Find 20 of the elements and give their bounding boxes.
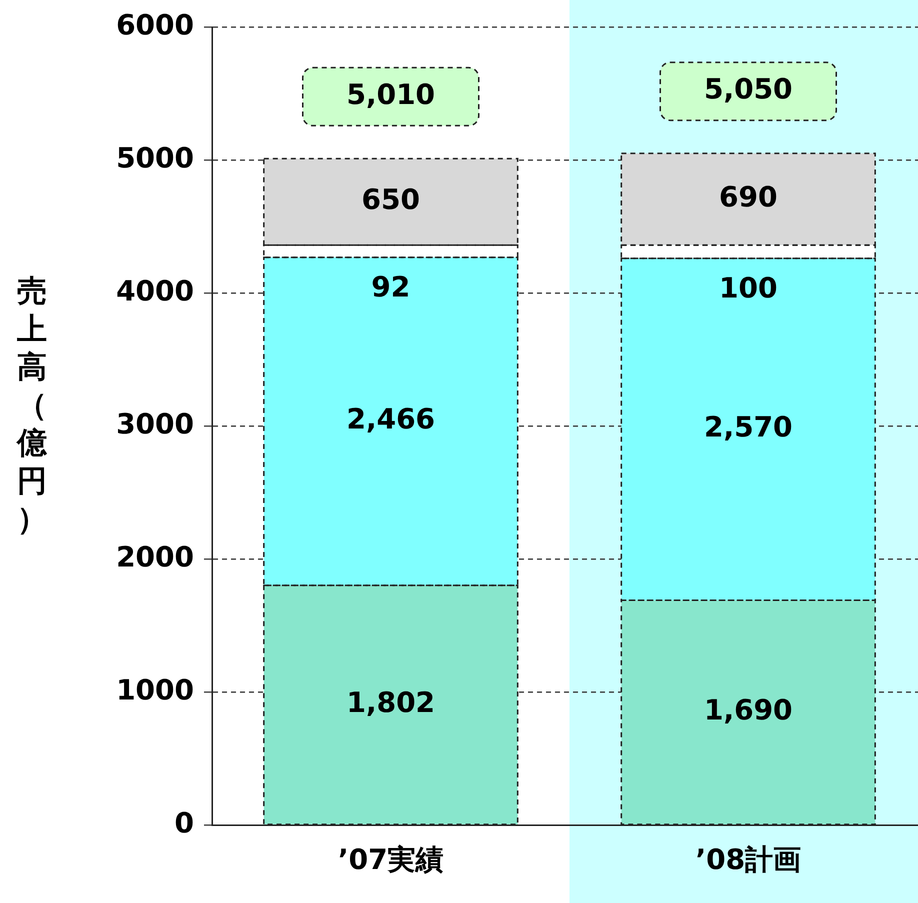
y-tick-label: 3000 — [116, 407, 194, 440]
total-label: 5,010 — [346, 78, 436, 111]
y-tick-label: 5000 — [116, 141, 194, 174]
y-tick-label: 4000 — [116, 274, 194, 308]
data-label: 2,570 — [704, 410, 793, 444]
data-label: 650 — [362, 183, 420, 216]
y-tick-label: 0 — [174, 806, 194, 840]
x-tick-label: ’08計画 — [695, 843, 802, 876]
y-tick-label: 6000 — [116, 8, 194, 42]
data-label: 2,466 — [346, 402, 436, 436]
y-tick-label: 2000 — [116, 540, 194, 574]
data-label: 690 — [719, 180, 778, 214]
data-label: 1,690 — [704, 694, 793, 727]
x-tick-label: ’07実績 — [338, 843, 444, 876]
data-label: 1,802 — [346, 686, 436, 720]
total-label: 5,050 — [704, 72, 793, 106]
data-label: 92 — [371, 270, 410, 304]
data-label: 100 — [719, 272, 778, 305]
y-tick-label: 1000 — [116, 673, 194, 706]
y-axis-title: 売上高（億円） — [15, 273, 48, 539]
